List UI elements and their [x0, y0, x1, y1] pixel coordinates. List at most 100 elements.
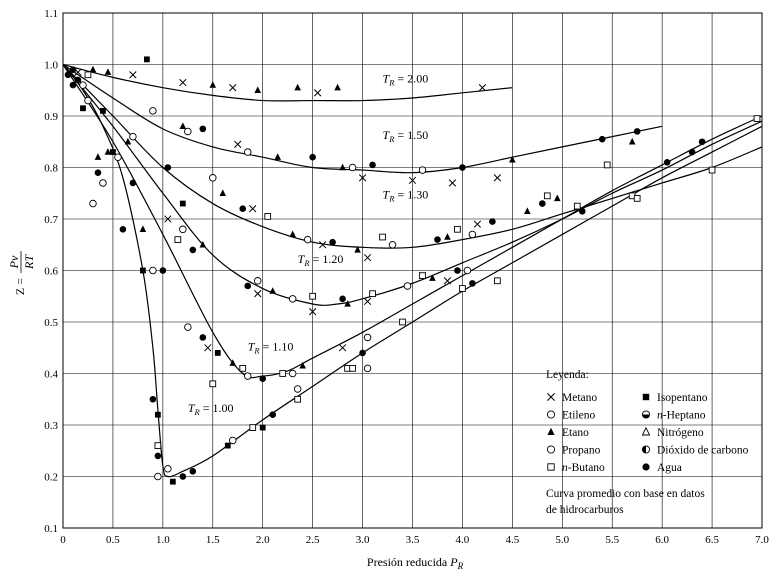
- y-tick-label: 0.9: [44, 111, 58, 123]
- marker-shape: [403, 282, 412, 290]
- x-tick-label: 2.5: [306, 534, 320, 546]
- x-tick-label: 4.5: [505, 534, 519, 546]
- legend-label: Agua: [657, 462, 682, 474]
- data-point: [363, 364, 372, 373]
- marker-shape: [214, 350, 221, 356]
- data-point: [543, 192, 551, 200]
- x-tick-label: 3.0: [356, 534, 370, 546]
- marker-shape: [454, 225, 461, 233]
- data-point: [463, 266, 472, 275]
- data-point: [279, 370, 287, 377]
- data-point: [578, 207, 586, 215]
- data-point: [628, 137, 636, 145]
- marker-shape: [547, 427, 555, 435]
- marker-shape: [269, 411, 277, 419]
- marker-shape: [249, 424, 257, 431]
- curve-label-value: = 1.20: [310, 252, 344, 266]
- marker-shape: [363, 253, 372, 262]
- data-point: [154, 472, 162, 481]
- data-point: [293, 385, 302, 393]
- curve-label-sub: R: [194, 407, 201, 417]
- marker-shape: [363, 364, 372, 373]
- data-point: [708, 166, 716, 174]
- marker-shape: [444, 233, 451, 240]
- x-tick-label: 1.5: [206, 534, 220, 546]
- marker-shape: [698, 138, 706, 146]
- marker-shape: [209, 380, 217, 388]
- data-point: [239, 205, 247, 212]
- marker-shape: [254, 290, 262, 298]
- marker-shape: [164, 465, 172, 473]
- data-point: [303, 235, 312, 244]
- curve-label: TR = 1.30: [383, 187, 429, 203]
- marker-shape: [318, 241, 327, 249]
- curve-label-value: = 1.50: [394, 128, 428, 142]
- marker-shape: [539, 200, 546, 207]
- marker-shape: [80, 105, 86, 112]
- data-point: [179, 78, 187, 87]
- data-point: [288, 295, 297, 303]
- legend-label: Etano: [562, 427, 589, 439]
- data-point: [69, 81, 77, 89]
- y-tick-label: 0.1: [44, 523, 58, 535]
- marker-shape: [633, 195, 641, 202]
- marker-shape: [543, 192, 551, 200]
- marker-shape: [603, 161, 611, 169]
- marker-shape: [642, 463, 650, 471]
- svg-text:Pv: Pv: [7, 255, 21, 269]
- marker-shape: [179, 200, 186, 207]
- marker-shape: [179, 225, 187, 234]
- marker-shape: [244, 282, 252, 290]
- marker-shape: [429, 274, 436, 281]
- x-tick-label: 5.5: [605, 534, 619, 546]
- data-point: [259, 375, 267, 382]
- marker-shape: [294, 83, 301, 91]
- x-tick-label: 5.0: [555, 534, 569, 546]
- marker-shape: [408, 176, 417, 185]
- marker-shape: [443, 277, 452, 285]
- data-point: [269, 411, 277, 419]
- data-point: [239, 365, 247, 372]
- curve-label-sub: R: [253, 345, 260, 355]
- data-point: [100, 107, 106, 114]
- marker-shape: [94, 169, 102, 176]
- data-point: [149, 266, 157, 275]
- marker-shape: [174, 236, 182, 243]
- marker-shape: [154, 452, 162, 460]
- marker-shape: [74, 68, 82, 76]
- marker-shape: [553, 194, 561, 202]
- y-tick-label: 1.0: [44, 60, 58, 72]
- marker-shape: [309, 292, 316, 300]
- curve-tr-1-5: [62, 64, 663, 174]
- data-point: [154, 411, 161, 418]
- marker-shape: [209, 174, 217, 182]
- data-point: [259, 424, 266, 431]
- curve-label-sym: T: [298, 252, 306, 266]
- data-point: [80, 105, 86, 112]
- marker-shape: [94, 153, 102, 160]
- marker-shape: [448, 179, 457, 187]
- marker-shape: [388, 240, 397, 249]
- marker-shape: [254, 86, 262, 93]
- marker-shape: [293, 385, 302, 393]
- data-point: [249, 205, 257, 213]
- data-point: [299, 361, 306, 369]
- marker-shape: [229, 84, 237, 92]
- y-tick-label: 0.4: [44, 369, 58, 381]
- data-point: [119, 226, 127, 233]
- marker-shape: [459, 285, 466, 292]
- data-point: [234, 140, 242, 148]
- marker-shape: [468, 230, 477, 239]
- data-point: [139, 225, 147, 232]
- curve-label-sub: R: [303, 258, 310, 268]
- data-point: [149, 107, 157, 115]
- marker-shape: [359, 349, 366, 357]
- data-point: [334, 83, 341, 91]
- axis-ticks: 0 0.5 1.0 1.5 2.0 2.5 3.0 3.5 4.0 4.5 5.0 5.5 6.0 6.5…: [44, 8, 769, 546]
- marker-shape: [642, 393, 650, 401]
- data-point: [149, 395, 157, 403]
- marker-shape: [289, 230, 296, 238]
- marker-shape: [598, 135, 606, 143]
- marker-shape: [253, 277, 262, 285]
